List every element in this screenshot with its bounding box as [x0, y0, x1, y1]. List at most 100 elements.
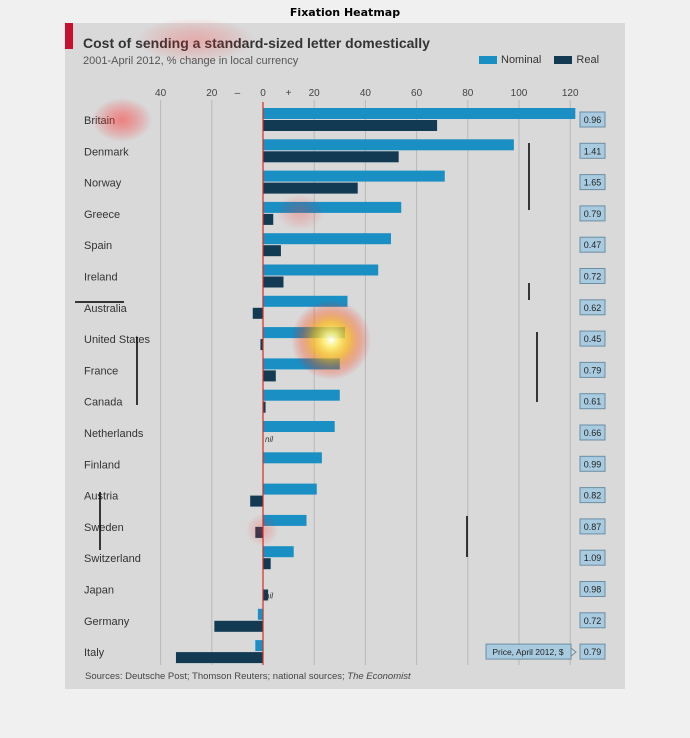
x-tick-label: 40	[155, 88, 167, 99]
real-bar	[263, 151, 399, 163]
price-box	[579, 361, 606, 378]
nominal-bar	[263, 233, 391, 245]
real-bar	[263, 558, 271, 570]
nominal-bar	[263, 264, 379, 276]
category-label: United States	[84, 334, 151, 346]
x-tick-label: 40	[360, 88, 372, 99]
legend-label-nominal: Nominal	[501, 54, 542, 66]
price-value: 0.79	[584, 365, 602, 375]
price-box	[579, 142, 606, 159]
real-bar	[214, 620, 263, 632]
nominal-bar	[263, 139, 514, 151]
nil-label: nil	[265, 435, 273, 444]
x-tick-label: 120	[562, 88, 579, 99]
real-bar	[263, 276, 284, 288]
price-box	[579, 612, 606, 629]
price-box	[579, 174, 606, 191]
category-label: Spain	[84, 240, 112, 252]
fixation-overlay	[92, 18, 371, 546]
x-tick-label: –	[235, 88, 241, 99]
category-label: Denmark	[84, 146, 129, 158]
price-value: 0.66	[584, 428, 602, 438]
nominal-bar	[263, 170, 445, 182]
price-value: 0.98	[584, 585, 602, 595]
price-box	[579, 643, 606, 660]
nominal-bar	[263, 514, 307, 526]
price-box	[579, 518, 606, 535]
x-tick-label: +	[286, 88, 292, 99]
nominal-bar	[263, 295, 348, 307]
category-label: Japan	[84, 585, 114, 597]
price-value: 1.41	[584, 146, 602, 156]
real-bar	[175, 652, 263, 664]
fixation-hotspot	[291, 300, 371, 380]
price-value: 0.61	[584, 397, 602, 407]
fixation-spot-greece	[276, 194, 324, 230]
x-tick-label: 80	[462, 88, 474, 99]
real-bar	[263, 401, 266, 413]
price-value: 0.45	[584, 334, 602, 344]
nil-label: nil	[265, 592, 273, 601]
nominal-bar	[263, 546, 294, 558]
real-bar	[263, 213, 274, 225]
real-bar	[263, 245, 281, 257]
source-text: Sources: Deutsche Post; Thomson Reuters;…	[85, 671, 345, 682]
price-box	[579, 236, 606, 253]
category-label: Sweden	[84, 522, 124, 534]
price-box	[579, 205, 606, 222]
price-value: 0.72	[584, 616, 602, 626]
price-value: 1.65	[584, 178, 602, 188]
price-value: 0.82	[584, 491, 602, 501]
real-bar	[250, 495, 263, 507]
price-value: 0.96	[584, 115, 602, 125]
fixation-spot-title	[135, 18, 255, 62]
price-label: Price, April 2012, $	[492, 647, 564, 657]
x-tick-label: 20	[206, 88, 218, 99]
nominal-bar	[255, 640, 263, 652]
x-tick-label: 100	[511, 88, 528, 99]
price-box	[579, 268, 606, 284]
price-label-box	[485, 643, 572, 660]
legend-item-real: Real	[554, 54, 599, 66]
price-box	[579, 455, 606, 472]
fixation-spot-britain	[92, 98, 152, 142]
price-value: 0.79	[584, 209, 602, 219]
nominal-bar	[257, 608, 263, 620]
x-tick-label: 0	[260, 88, 266, 99]
price-value: 0.87	[584, 522, 602, 532]
category-label: France	[84, 365, 118, 377]
legend-label-real: Real	[576, 54, 600, 66]
price-value: 0.99	[584, 459, 602, 469]
nominal-bar	[263, 452, 322, 464]
category-label: Australia	[84, 303, 128, 315]
real-bar	[260, 339, 263, 351]
price-value: 1.09	[584, 553, 602, 563]
price-box	[579, 111, 606, 128]
price-box	[579, 299, 606, 316]
fixation-spot-sweden	[246, 514, 278, 546]
price-box	[579, 581, 606, 597]
nominal-bar	[263, 201, 402, 213]
category-label: Germany	[84, 616, 130, 628]
price-value: 0.72	[584, 272, 602, 282]
category-label: Finland	[84, 459, 120, 471]
price-box	[579, 424, 606, 441]
legend-swatch-real	[554, 56, 573, 64]
legend-item-nominal: Nominal	[479, 54, 541, 66]
category-label: Austria	[84, 491, 119, 503]
source-publication: The Economist	[347, 671, 411, 682]
category-label: Greece	[84, 209, 120, 221]
real-bar	[263, 589, 269, 601]
red-tab	[65, 23, 73, 49]
price-value: 0.62	[584, 303, 602, 313]
real-bar	[263, 182, 358, 194]
price-arrow-icon	[570, 647, 577, 657]
price-box	[579, 393, 606, 410]
x-tick-label: 20	[309, 88, 321, 99]
real-bar	[263, 120, 438, 131]
price-box	[579, 487, 606, 504]
category-label: Ireland	[84, 272, 118, 284]
category-label: Norway	[84, 178, 122, 190]
legend-swatch-nominal	[479, 56, 497, 64]
